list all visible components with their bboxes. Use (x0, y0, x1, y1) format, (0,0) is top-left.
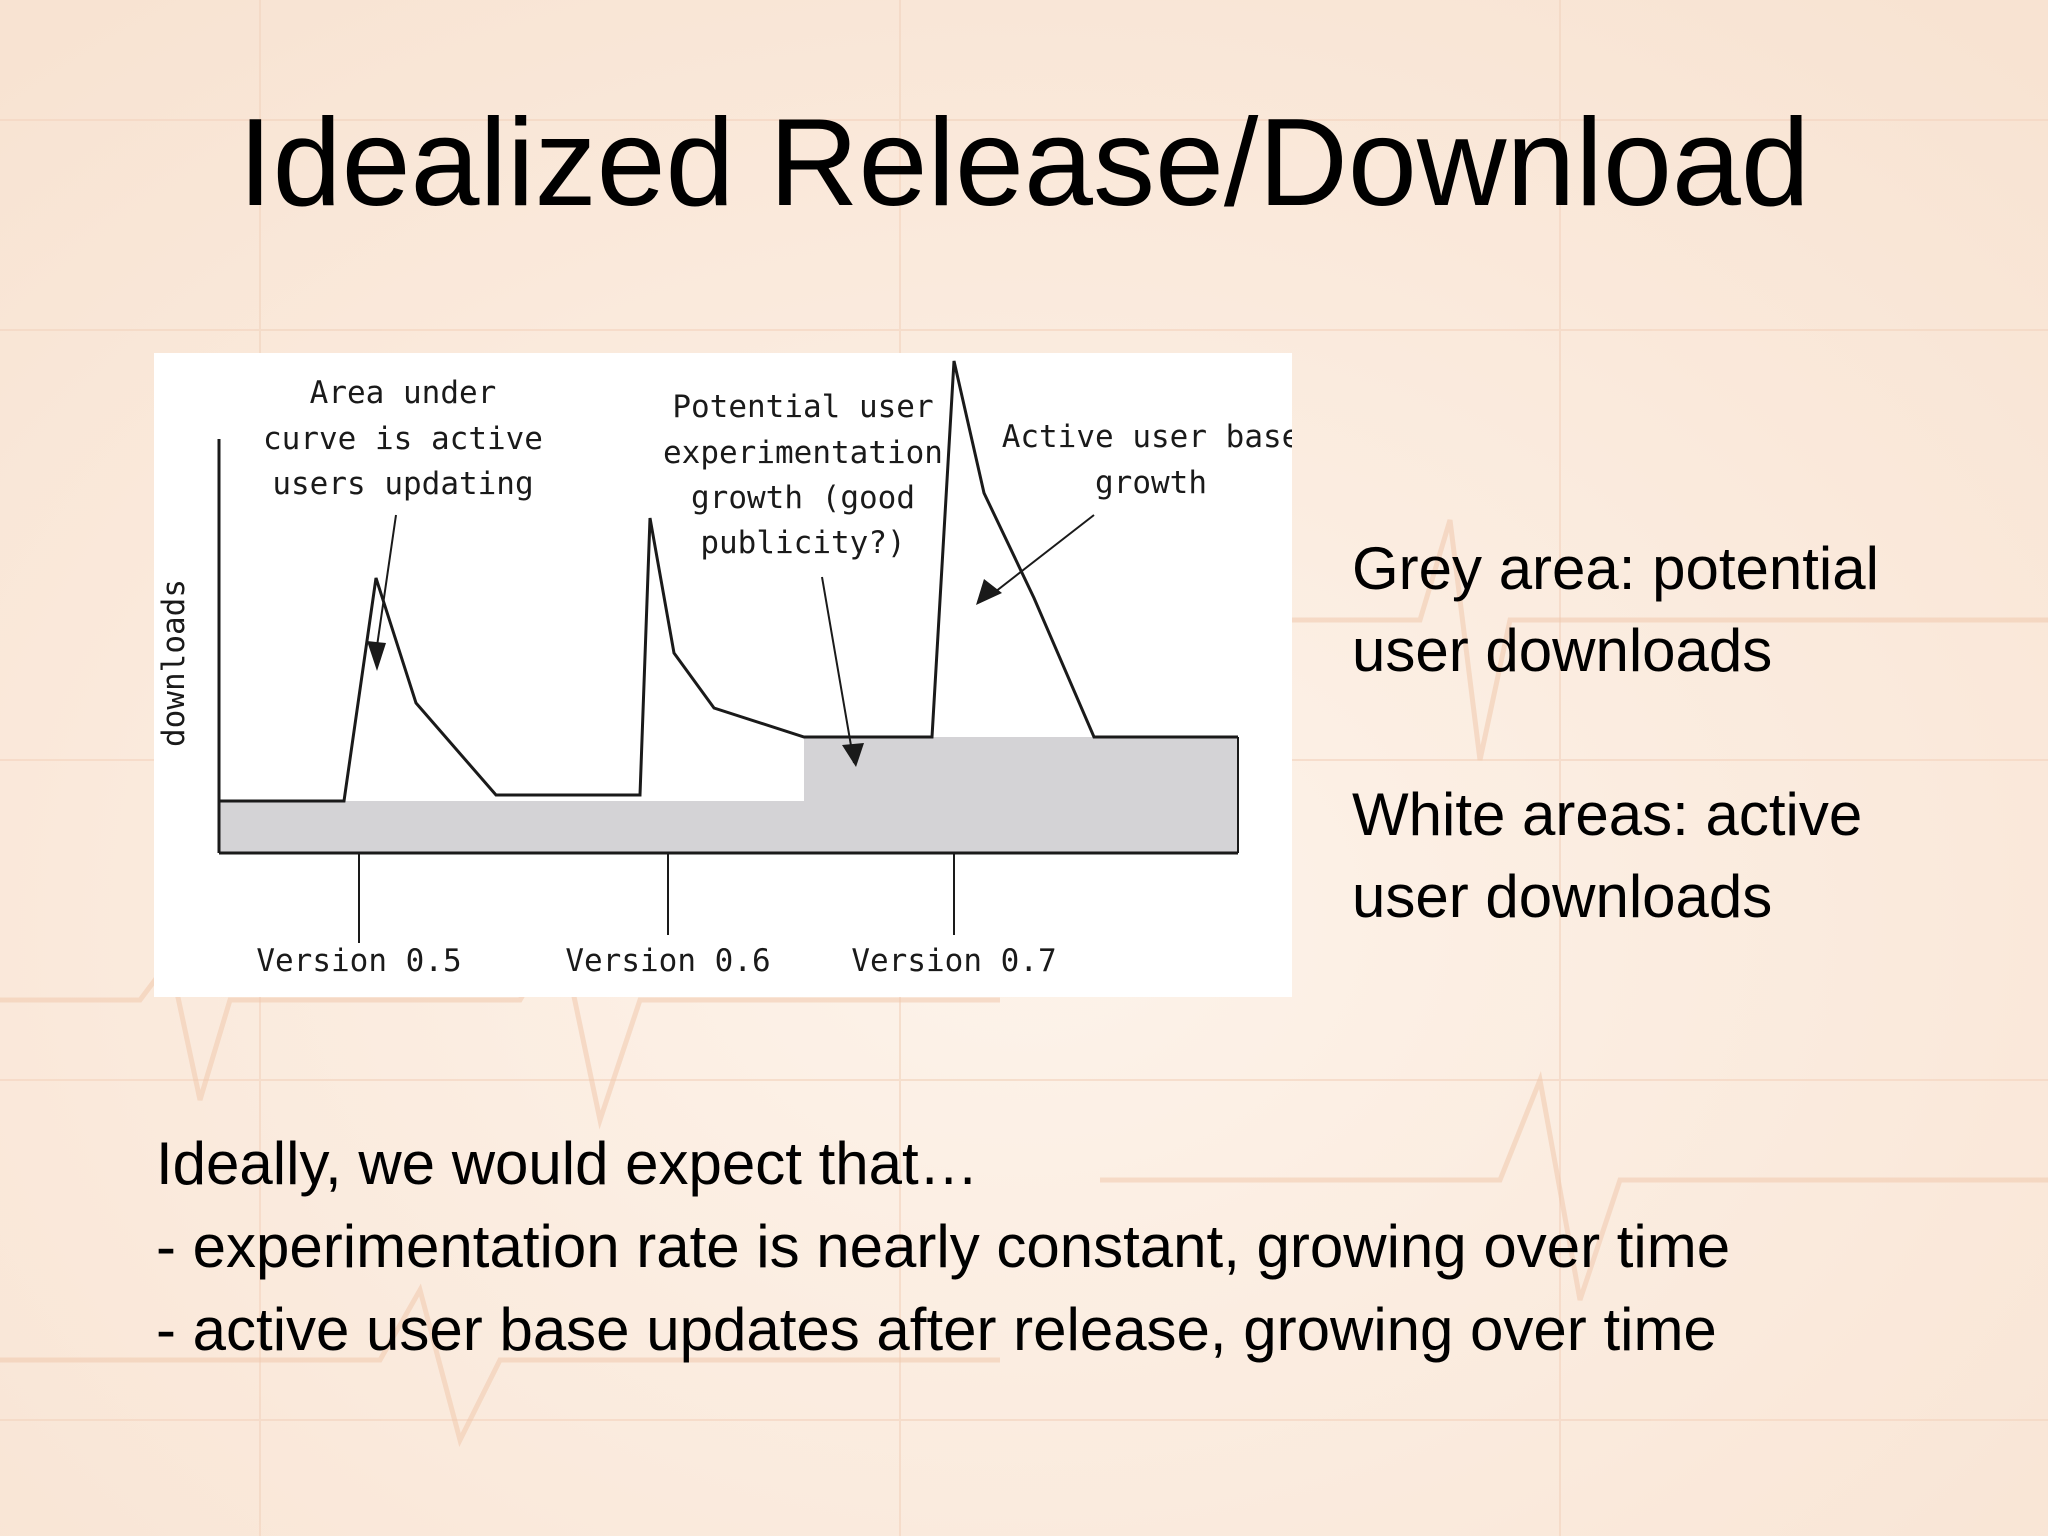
svg-text:Active user base: Active user base (1002, 419, 1292, 455)
area-under-curve-arrow (367, 514, 397, 671)
svg-text:publicity?): publicity?) (700, 525, 905, 561)
expectation-bullet: - active user base updates after release… (156, 1296, 1717, 1363)
svg-text:Potential user: Potential user (672, 389, 933, 425)
grey-potential-area (219, 737, 1238, 853)
svg-text:curve is active: curve is active (263, 421, 543, 457)
slide-title: Idealized Release/Download (238, 94, 1810, 232)
grey-area-note-line: Grey area: potential (1352, 535, 1879, 602)
release-download-figure: downloads Area under curve is active use… (154, 353, 1292, 997)
release-download-diagram: downloads Area under curve is active use… (156, 360, 1292, 979)
expectations-intro: Ideally, we would expect that… (156, 1130, 979, 1197)
white-areas-note: White areas: active user downloads (1352, 774, 2012, 938)
y-axis-label: downloads (156, 579, 192, 747)
svg-text:growth: growth (1095, 465, 1207, 501)
svg-text:growth (good: growth (good (691, 480, 915, 516)
svg-text:experimentation: experimentation (663, 435, 943, 471)
download-curve (219, 360, 1238, 803)
version-label-0-7: Version 0.7 (851, 943, 1056, 979)
version-label-0-6: Version 0.6 (565, 943, 770, 979)
white-areas-note-line: White areas: active (1352, 781, 1863, 848)
svg-text:Area under: Area under (310, 375, 497, 411)
expectation-bullet: - experimentation rate is nearly constan… (156, 1213, 1731, 1280)
white-spike-0-5 (344, 578, 496, 801)
version-label-0-5: Version 0.5 (256, 943, 461, 979)
annotation-active-user-base: Active user base growth (1002, 419, 1292, 501)
grey-area-note: Grey area: potential user downloads (1352, 528, 2012, 692)
grey-area-note-line: user downloads (1352, 617, 1773, 684)
potential-user-arrow (821, 576, 864, 767)
white-areas-note-line: user downloads (1352, 863, 1773, 930)
svg-text:users updating: users updating (272, 466, 533, 502)
active-user-base-arrow (976, 514, 1095, 605)
annotation-area-under-curve: Area under curve is active users updatin… (263, 375, 543, 502)
expectations-text: Ideally, we would expect that… - experim… (156, 1122, 2016, 1371)
annotation-potential-user: Potential user experimentation growth (g… (663, 389, 943, 561)
